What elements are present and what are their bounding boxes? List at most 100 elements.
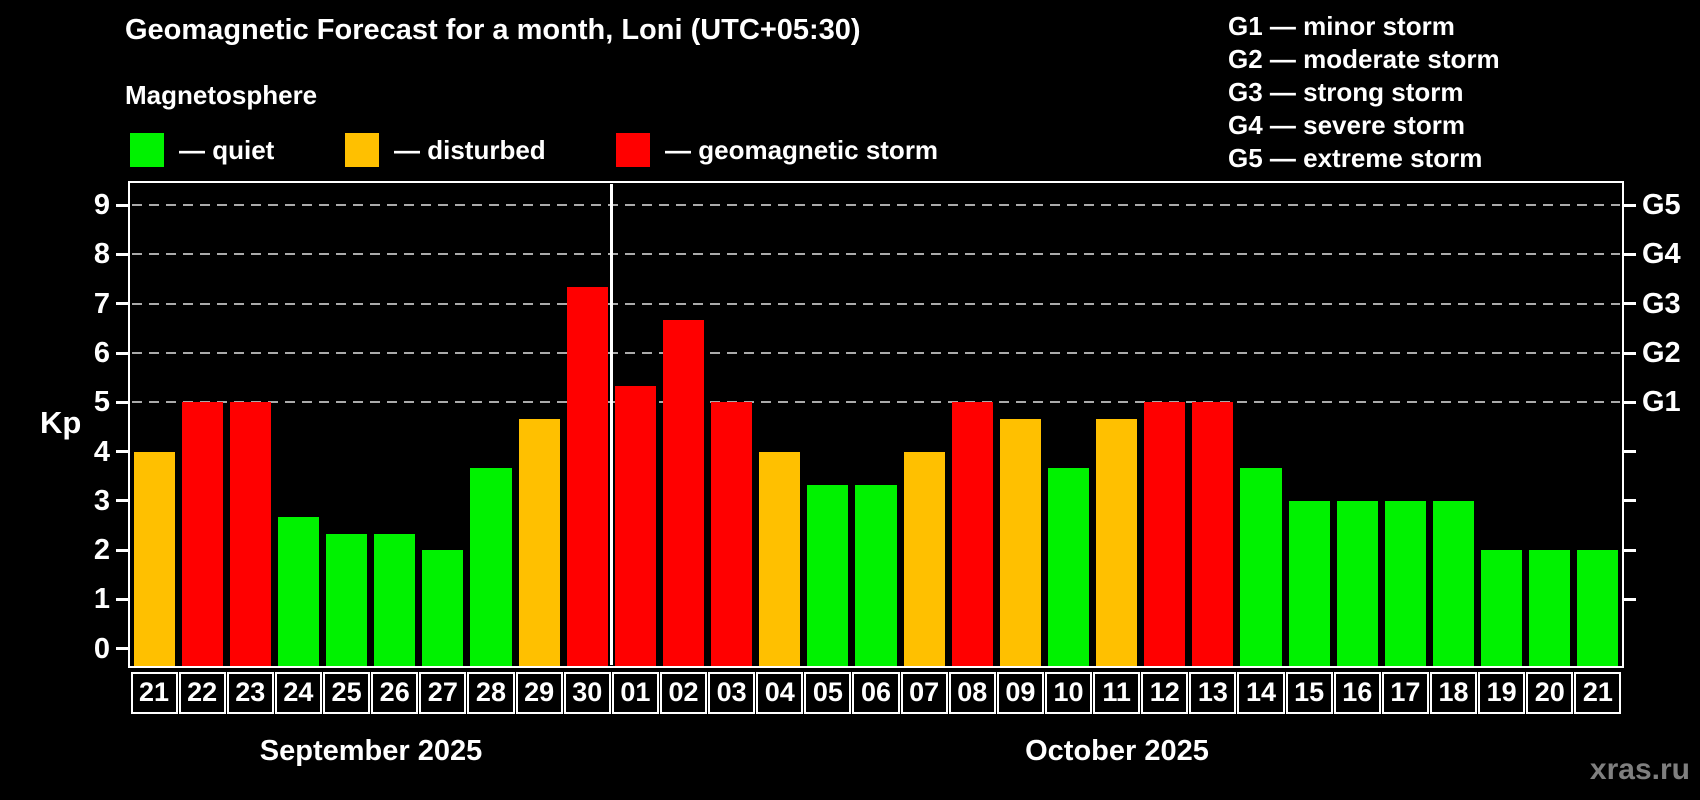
storm-scale-g2: G2 — moderate storm [1228, 44, 1500, 74]
y-axis-tick-8 [116, 252, 130, 256]
day-label-25: 25 [323, 672, 371, 714]
kp-bar-day-22 [181, 402, 223, 666]
gridline-kp7 [132, 302, 1620, 305]
y-axis-tick-0 [116, 647, 130, 651]
kp-bar-day-19 [1481, 550, 1523, 666]
day-label-09: 09 [996, 672, 1044, 714]
y-axis-tick-5 [116, 400, 130, 404]
kp-bar-day-27 [422, 550, 464, 666]
day-label-28: 28 [467, 672, 515, 714]
kp-bar-day-11 [1096, 418, 1138, 666]
right-axis-tick-1 [1622, 597, 1636, 601]
kp-bar-day-17 [1384, 500, 1426, 666]
month-label-october: October 2025 [1025, 735, 1209, 767]
gridline-kp9 [132, 204, 1620, 207]
storm-scale-g3: G3 — strong storm [1228, 77, 1464, 107]
day-label-11: 11 [1093, 672, 1141, 714]
right-axis-tick-5 [1622, 400, 1636, 404]
storm-scale-g4: G4 — severe storm [1228, 110, 1466, 140]
kp-bar-day-13 [1192, 402, 1234, 666]
month-label-september: September 2025 [259, 735, 483, 767]
y-tick-label-3: 3 [93, 484, 110, 517]
y-axis-tick-3 [116, 499, 130, 503]
day-label-30: 30 [563, 672, 611, 714]
y-tick-label-8: 8 [93, 238, 110, 271]
month-separator [609, 184, 613, 665]
y-tick-label-9: 9 [93, 189, 110, 222]
gridline-kp6 [132, 352, 1620, 355]
day-label-26: 26 [371, 672, 419, 714]
disturbed-color-swatch [345, 133, 379, 167]
day-label-04: 04 [756, 672, 804, 714]
kp-bar-day-21 [1577, 550, 1619, 666]
day-label-15: 15 [1285, 672, 1333, 714]
y-axis-tick-6 [116, 351, 130, 355]
day-label-13: 13 [1189, 672, 1237, 714]
day-label-20: 20 [1526, 672, 1574, 714]
right-axis-label-g4: G4 [1642, 238, 1681, 271]
chart-subtitle: Magnetosphere [125, 80, 318, 110]
y-axis-tick-4 [116, 450, 130, 454]
day-label-14: 14 [1237, 672, 1285, 714]
storm-scale-g1: G1 — minor storm [1228, 11, 1455, 41]
y-tick-label-6: 6 [93, 337, 110, 370]
gridline-kp8 [132, 253, 1620, 256]
day-label-07: 07 [900, 672, 948, 714]
y-tick-label-4: 4 [93, 435, 110, 468]
legend-item-storm: — geomagnetic storm [616, 133, 938, 167]
kp-bar-day-12 [1144, 402, 1186, 666]
kp-bar-day-20 [1529, 550, 1571, 666]
right-axis-label-g1: G1 [1642, 386, 1681, 419]
kp-bar-day-25 [326, 533, 368, 666]
quiet-color-swatch [130, 133, 164, 167]
right-axis-label-g3: G3 [1642, 287, 1681, 320]
day-label-17: 17 [1381, 672, 1429, 714]
kp-bar-day-28 [470, 467, 512, 666]
kp-bar-day-03 [711, 402, 753, 666]
kp-bar-day-18 [1432, 500, 1475, 666]
kp-bar-day-16 [1336, 500, 1378, 666]
day-label-10: 10 [1044, 672, 1093, 714]
kp-bar-day-29 [518, 418, 560, 666]
watermark: xras.ru [1589, 753, 1690, 786]
legend-item-quiet: — quiet [130, 133, 274, 167]
legend-item-disturbed: — disturbed [345, 133, 546, 167]
kp-bar-day-01 [614, 386, 656, 666]
legend-label-storm: — geomagnetic storm [665, 135, 939, 165]
y-tick-label-7: 7 [93, 287, 110, 320]
day-label-24: 24 [274, 672, 322, 714]
kp-bar-day-26 [374, 533, 416, 666]
y-axis-title: Kp [40, 404, 82, 440]
day-label-18: 18 [1429, 672, 1478, 714]
y-axis-tick-9 [116, 203, 130, 207]
y-tick-label-1: 1 [93, 583, 110, 616]
kp-bar-day-24 [277, 517, 319, 666]
y-axis-tick-1 [116, 597, 130, 601]
day-label-19: 19 [1478, 672, 1526, 714]
day-label-22: 22 [178, 672, 226, 714]
day-label-08: 08 [948, 672, 996, 714]
day-label-27: 27 [419, 672, 467, 714]
kp-bar-day-21 [133, 451, 175, 666]
day-label-29: 29 [515, 672, 563, 714]
day-label-01: 01 [611, 672, 659, 714]
y-axis-tick-7 [116, 302, 130, 306]
kp-bar-day-09 [999, 418, 1041, 666]
day-label-23: 23 [226, 672, 274, 714]
right-axis-tick-2 [1622, 548, 1636, 552]
y-tick-label-5: 5 [93, 386, 110, 419]
kp-bar-day-14 [1240, 467, 1282, 666]
page-title: Geomagnetic Forecast for a month, Loni (… [125, 14, 861, 46]
kp-bar-day-08 [951, 402, 993, 666]
legend-label-disturbed: — disturbed [394, 135, 546, 165]
gridline-kp5 [132, 401, 1620, 404]
y-tick-label-0: 0 [93, 632, 110, 665]
legend-label-quiet: — quiet [179, 135, 275, 165]
day-label-21: 21 [1574, 672, 1622, 714]
kp-bar-day-02 [662, 320, 705, 666]
y-axis-tick-2 [116, 548, 130, 552]
storm-color-swatch [616, 133, 650, 167]
day-label-05: 05 [804, 672, 852, 714]
